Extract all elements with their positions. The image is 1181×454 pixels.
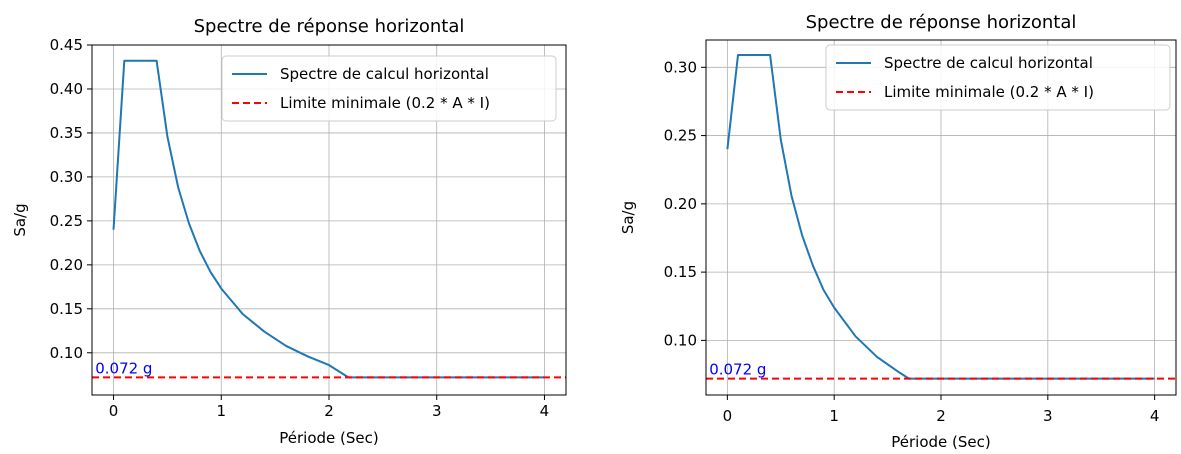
- limit-annotation: 0.072 g: [709, 361, 766, 379]
- y-tick-label: 0.15: [50, 300, 83, 318]
- x-tick-label: 2: [936, 407, 946, 425]
- x-axis-label: Période (Sec): [891, 433, 990, 451]
- y-tick-label: 0.20: [664, 195, 697, 213]
- legend-label: Spectre de calcul horizontal: [280, 65, 489, 83]
- y-tick-label: 0.45: [50, 36, 83, 54]
- y-tick-label: 0.15: [664, 263, 697, 281]
- legend-label: Limite minimale (0.2 * A * I): [884, 83, 1094, 101]
- chart-left: 0 1 2 3 4 0.10 0.15 0.20 0.25 0.30 0.35 0.40 0.45 0.0…: [11, 16, 567, 447]
- y-tick-label: 0.10: [664, 331, 697, 349]
- x-tick-label: 4: [540, 402, 550, 420]
- y-tick-label: 0.30: [664, 58, 697, 76]
- chart-title: Spectre de réponse horizontal: [194, 16, 465, 37]
- y-tick-label: 0.25: [664, 127, 697, 145]
- legend-label: Spectre de calcul horizontal: [884, 54, 1093, 72]
- x-tick-label: 3: [1043, 407, 1053, 425]
- x-tick-label: 3: [432, 402, 442, 420]
- x-tick-label: 4: [1150, 407, 1160, 425]
- y-tick-label: 0.25: [50, 212, 83, 230]
- y-tick-label: 0.10: [50, 344, 83, 362]
- chart-right: 0 1 2 3 4 0.10 0.15 0.20 0.25 0.30 0.072 g Spectre …: [619, 12, 1177, 451]
- chart-title: Spectre de réponse horizontal: [806, 12, 1077, 33]
- x-tick-label: 0: [109, 402, 119, 420]
- legend-label: Limite minimale (0.2 * A * I): [280, 94, 490, 112]
- x-tick-label: 1: [216, 402, 226, 420]
- y-tick-label: 0.40: [50, 80, 83, 98]
- y-tick-label: 0.35: [50, 124, 83, 142]
- spectrum-line: [112, 59, 545, 379]
- plot-frame: [91, 44, 567, 396]
- spectrum-line: [726, 54, 1155, 380]
- limit-annotation: 0.072 g: [95, 359, 152, 377]
- x-tick-label: 2: [324, 402, 334, 420]
- plot-frame: [705, 39, 1177, 396]
- y-tick-label: 0.20: [50, 256, 83, 274]
- y-axis-label: Sa/g: [11, 203, 29, 236]
- x-tick-label: 1: [829, 407, 839, 425]
- legend-box: [825, 44, 1171, 111]
- y-tick-label: 0.30: [50, 168, 83, 186]
- y-axis-label: Sa/g: [619, 201, 637, 234]
- legend-box: [221, 55, 557, 122]
- x-axis-label: Période (Sec): [279, 429, 378, 447]
- x-tick-label: 0: [723, 407, 733, 425]
